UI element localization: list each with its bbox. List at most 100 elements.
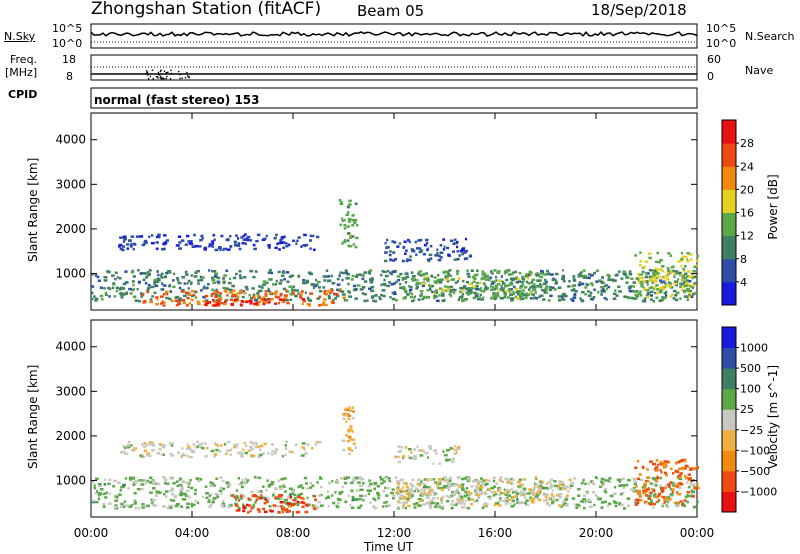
heatmap-cell [345, 214, 349, 217]
heatmap-cell [504, 272, 507, 275]
heatmap-cell [214, 296, 217, 299]
heatmap-cell [103, 503, 106, 506]
heatmap-cell [269, 505, 272, 508]
heatmap-cell [271, 481, 275, 484]
heatmap-cell [545, 496, 547, 499]
heatmap-cell [318, 441, 322, 444]
heatmap-cell [604, 488, 607, 491]
heatmap-cell [230, 453, 232, 456]
heatmap-cell [199, 443, 202, 446]
heatmap-cell [656, 272, 660, 275]
heatmap-cell [479, 282, 481, 285]
heatmap-cell [540, 480, 543, 483]
heatmap-cell [243, 292, 246, 295]
heatmap-cell [187, 455, 190, 458]
heatmap-cell [637, 499, 640, 502]
heatmap-cell [337, 502, 340, 505]
heatmap-cell [122, 287, 124, 290]
heatmap-cell [280, 279, 283, 282]
colorbar-tick-label: 24 [740, 160, 754, 173]
heatmap-cell [287, 502, 291, 505]
heatmap-cell [590, 292, 593, 295]
nave-dot [160, 71, 162, 73]
heatmap-cell [343, 297, 346, 300]
heatmap-cell [136, 235, 140, 238]
heatmap-cell [511, 505, 515, 508]
heatmap-cell [93, 295, 95, 298]
heatmap-cell [194, 291, 197, 294]
freq-unit: [MHz] [5, 66, 37, 79]
heatmap-cell [213, 498, 215, 501]
heatmap-cell [635, 297, 638, 300]
heatmap-cell [188, 280, 191, 283]
heatmap-cell [380, 274, 382, 277]
heatmap-cell [502, 289, 505, 292]
heatmap-cell [439, 480, 442, 483]
heatmap-cell [444, 454, 448, 457]
heatmap-cell [399, 273, 402, 276]
heatmap-cell [681, 459, 685, 462]
heatmap-cell [185, 481, 189, 484]
colorbar-tick-label: −25 [740, 424, 763, 437]
heatmap-cell [371, 296, 374, 299]
heatmap-cell [666, 284, 668, 287]
heatmap-cell [410, 451, 412, 454]
heatmap-cell [288, 450, 291, 453]
heatmap-cell [142, 272, 146, 275]
heatmap-cell [415, 253, 417, 256]
heatmap-cell [254, 303, 258, 306]
heatmap-cell [274, 451, 277, 454]
heatmap-cell [352, 496, 354, 499]
heatmap-cell [301, 290, 304, 293]
heatmap-cell [429, 289, 432, 292]
heatmap-cell [184, 282, 186, 285]
heatmap-cell [255, 240, 258, 243]
heatmap-cell [493, 480, 495, 483]
heatmap-cell [530, 274, 532, 277]
heatmap-cell [309, 482, 312, 485]
heatmap-cell [245, 243, 247, 246]
heatmap-cell [566, 485, 569, 488]
heatmap-cell [142, 294, 144, 297]
heatmap-cell [667, 252, 670, 255]
heatmap-cell [236, 489, 238, 492]
heatmap-cell [497, 271, 500, 274]
heatmap-cell [401, 279, 403, 282]
heatmap-cell [531, 281, 533, 284]
heatmap-cell [195, 500, 197, 503]
heatmap-cell [205, 492, 209, 495]
heatmap-cell [508, 491, 510, 494]
heatmap-cell [269, 292, 272, 295]
heatmap-cell [411, 495, 414, 498]
heatmap-cell [309, 247, 311, 250]
heatmap-cell [285, 289, 287, 292]
heatmap-cell [275, 448, 279, 451]
heatmap-cell [652, 463, 656, 466]
heatmap-cell [285, 444, 287, 447]
heatmap-cell [213, 234, 215, 237]
heatmap-cell [180, 505, 183, 508]
heatmap-cell [543, 273, 546, 276]
heatmap-cell [423, 273, 426, 276]
colorbar-segment [722, 236, 736, 260]
heatmap-cell [639, 495, 643, 498]
heatmap-cell [412, 275, 416, 278]
heatmap-cell [532, 279, 536, 282]
heatmap-cell [679, 297, 681, 300]
heatmap-cell [392, 488, 395, 491]
heatmap-cell [441, 488, 444, 491]
heatmap-cell [348, 203, 351, 206]
heatmap-cell [259, 449, 262, 452]
heatmap-cell [109, 492, 111, 495]
heatmap-cell [347, 409, 350, 412]
heatmap-cell [173, 273, 175, 276]
heatmap-cell [415, 487, 418, 490]
heatmap-cell [406, 486, 409, 489]
heatmap-cell [175, 299, 178, 302]
heatmap-cell [268, 288, 270, 291]
heatmap-cell [607, 479, 610, 482]
nave-dot [170, 70, 172, 72]
heatmap-cell [583, 494, 586, 497]
heatmap-cell [619, 481, 621, 484]
heatmap-cell [532, 289, 536, 292]
